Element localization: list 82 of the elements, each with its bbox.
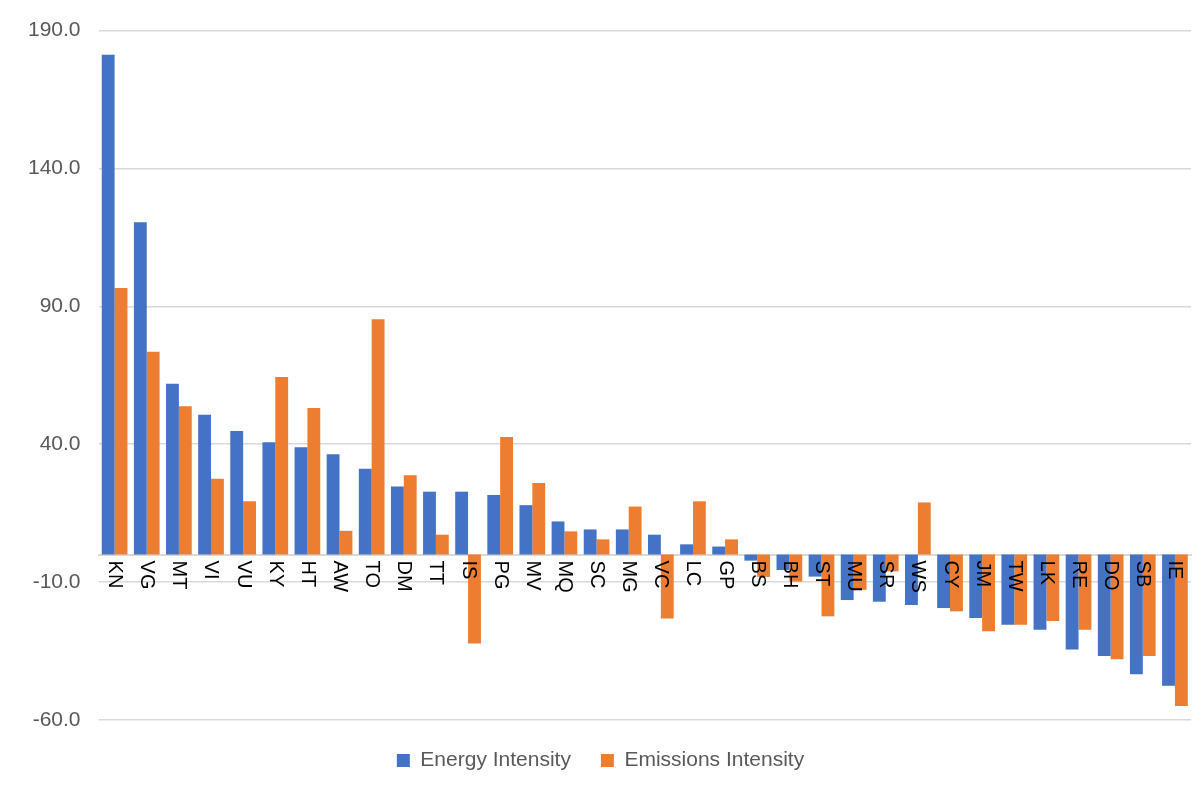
bar xyxy=(230,431,244,555)
x-tick-label: MG xyxy=(619,560,642,593)
bar xyxy=(551,521,565,555)
bar xyxy=(628,506,642,555)
y-tick-label: 190.0 xyxy=(27,17,81,41)
x-tick-label: KN xyxy=(105,560,128,589)
x-tick-label: GP xyxy=(715,560,738,590)
bar xyxy=(455,491,469,555)
x-tick-label: TT xyxy=(426,560,449,585)
x-tick-label: JM xyxy=(972,560,995,588)
x-tick-label: VI xyxy=(201,560,224,580)
x-tick-label: SR xyxy=(876,560,899,589)
x-tick-label: VC xyxy=(651,560,674,589)
bar xyxy=(262,442,276,555)
bar xyxy=(725,539,738,555)
x-tick-label: AW xyxy=(330,560,353,593)
bar xyxy=(583,529,597,555)
bar xyxy=(423,491,436,555)
bar xyxy=(532,483,546,555)
x-tick-label: LC xyxy=(683,560,706,587)
bar xyxy=(596,539,610,555)
x-tick-label: PG xyxy=(490,560,513,590)
bar xyxy=(744,554,758,561)
bar xyxy=(294,447,308,555)
bar xyxy=(692,501,706,555)
bar xyxy=(712,546,726,555)
x-tick-label: VU xyxy=(233,560,256,589)
bar xyxy=(371,319,385,555)
x-tick-label: MT xyxy=(169,560,192,590)
x-tick-label: MU xyxy=(844,560,867,592)
x-tick-label: KY xyxy=(265,560,288,588)
bar xyxy=(435,534,449,555)
y-tick-label: 140.0 xyxy=(27,155,81,179)
bar xyxy=(519,505,533,555)
x-tick-label: RE xyxy=(1069,560,1092,589)
bar xyxy=(275,376,289,555)
bar xyxy=(390,486,404,555)
bar xyxy=(178,406,192,555)
bar xyxy=(615,529,629,555)
x-tick-label: DM xyxy=(394,560,417,592)
x-tick-label: IS xyxy=(458,560,481,580)
y-tick-label: 40.0 xyxy=(39,431,81,455)
legend-label: Emissions Intensity xyxy=(624,747,805,771)
x-tick-label: HT xyxy=(297,560,320,588)
x-tick-label: VG xyxy=(137,560,160,590)
x-tick-label: MV xyxy=(522,560,545,592)
x-tick-label: BH xyxy=(779,560,802,589)
bar xyxy=(198,414,212,555)
x-tick-label: WS xyxy=(908,560,931,593)
x-tick-label: BS xyxy=(747,560,770,588)
x-tick-label: LK xyxy=(1036,560,1059,586)
y-tick-label: -10.0 xyxy=(32,568,81,592)
bar xyxy=(564,531,578,555)
bar xyxy=(500,437,514,555)
bar xyxy=(339,530,353,555)
x-tick-label: SB xyxy=(1133,560,1156,588)
x-tick-label: SC xyxy=(587,560,610,589)
x-tick-label: CY xyxy=(940,560,963,589)
y-tick-label: 90.0 xyxy=(39,293,81,317)
bar xyxy=(403,475,417,555)
bar xyxy=(358,468,372,555)
bar xyxy=(146,351,160,555)
bar xyxy=(680,544,693,555)
bar xyxy=(101,54,115,555)
x-tick-label: ST xyxy=(811,560,834,587)
x-tick-label: TW xyxy=(1004,560,1027,592)
x-tick-label: DO xyxy=(1101,560,1124,591)
x-tick-label: MQ xyxy=(554,560,577,593)
bar xyxy=(166,383,179,555)
bar xyxy=(307,408,321,555)
bar xyxy=(211,478,224,555)
x-tick-label: IE xyxy=(1165,560,1188,580)
bar xyxy=(326,454,340,555)
bar xyxy=(243,501,256,555)
bar xyxy=(114,287,128,555)
x-tick-label: TO xyxy=(362,560,385,588)
bar xyxy=(133,222,147,555)
legend-label: Energy Intensity xyxy=(420,747,572,771)
bar xyxy=(647,534,661,555)
bar xyxy=(487,494,501,555)
y-tick-label: -60.0 xyxy=(32,706,81,730)
bar xyxy=(917,502,931,555)
